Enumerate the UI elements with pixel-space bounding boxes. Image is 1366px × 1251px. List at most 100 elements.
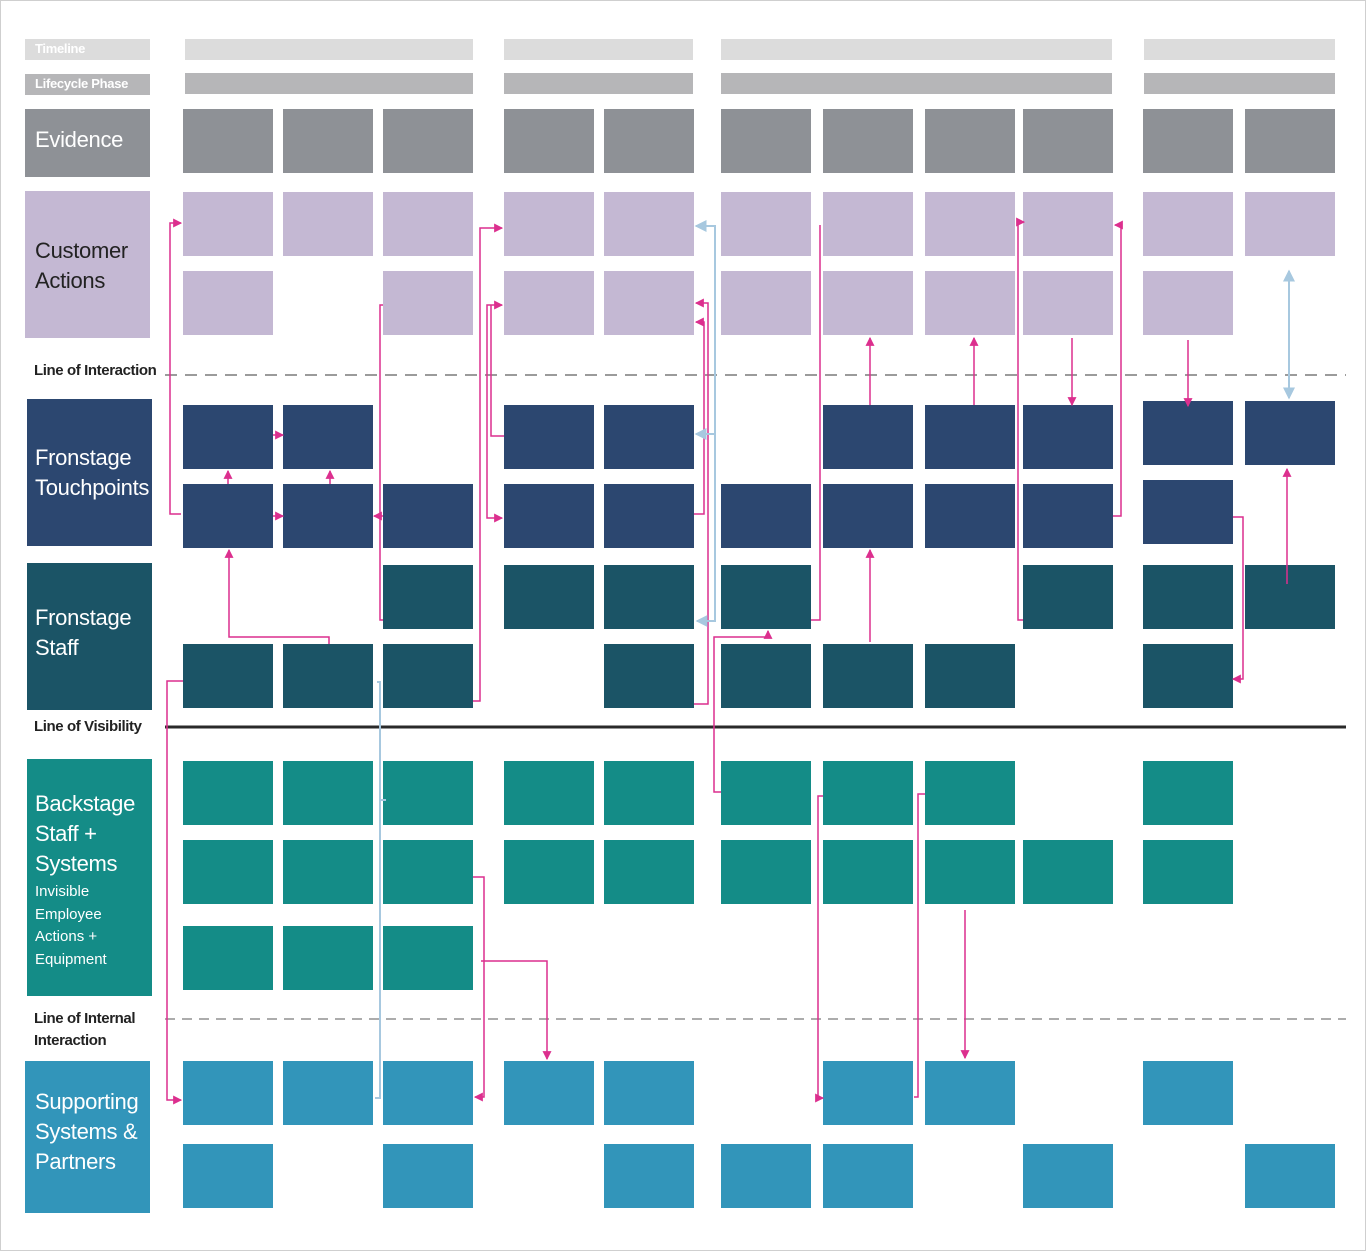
supporting-cell-r1-c10 bbox=[1143, 1061, 1233, 1125]
customer-cell-r1-c6 bbox=[721, 192, 811, 256]
backstage-cell-r1-c7 bbox=[823, 761, 913, 825]
connector-19 bbox=[815, 795, 825, 1103]
frontstage-staff-cell-r2-c10 bbox=[1143, 644, 1233, 708]
frontstage-staff-cell-r2-c8 bbox=[925, 644, 1015, 708]
connector-16 bbox=[694, 317, 705, 515]
connector-26 bbox=[1113, 220, 1123, 517]
backstage-cell-r1-c6 bbox=[721, 761, 811, 825]
customer-cell-r1-c4 bbox=[504, 192, 594, 256]
frontstage-staff-cell-r1-c4 bbox=[504, 565, 594, 629]
frontstage-staff-cell-r1-c5 bbox=[604, 565, 694, 629]
line-of-interaction-label: Line of Interaction bbox=[34, 362, 157, 379]
connector-10 bbox=[473, 223, 504, 702]
touchpoints-cell-r2-c2 bbox=[283, 484, 373, 548]
backstage-cell-r2-c5 bbox=[604, 840, 694, 904]
supporting-cell-r2-c3 bbox=[383, 1144, 473, 1208]
supporting-cell-r1-c3 bbox=[383, 1061, 473, 1125]
backstage-cell-r2-c6 bbox=[721, 840, 811, 904]
connector-8 bbox=[224, 548, 330, 644]
touchpoints-cell-r1-c9 bbox=[1023, 405, 1113, 469]
touchpoints-cell-r1-c7 bbox=[823, 405, 913, 469]
supporting-row-title: Supporting Systems & Partners bbox=[35, 1089, 139, 1174]
lifecycle-phase-1-bar bbox=[185, 73, 473, 94]
connector-12 bbox=[490, 305, 504, 437]
evidence-cell-r1-c6 bbox=[721, 109, 811, 173]
evidence-cell-r1-c9 bbox=[1023, 109, 1113, 173]
supporting-cell-r1-c2 bbox=[283, 1061, 373, 1125]
customer-cell-r2-c9 bbox=[1023, 271, 1113, 335]
touchpoints-cell-r1-c8 bbox=[925, 405, 1015, 469]
touchpoints-cell-r1-c1 bbox=[183, 405, 273, 469]
backstage-cell-r1-c8 bbox=[925, 761, 1015, 825]
supporting-cell-r2-c6 bbox=[721, 1144, 811, 1208]
separator-lines bbox=[165, 374, 1346, 1020]
backstage-cell-r3-c2 bbox=[283, 926, 373, 990]
lifecycle-phase-label-text: Lifecycle Phase bbox=[35, 76, 129, 91]
touchpoints-cell-r2-c5 bbox=[604, 484, 694, 548]
connector-1 bbox=[169, 218, 183, 515]
frontstage-touchpoints-row-title: Fronstage Touchpoints bbox=[35, 445, 150, 500]
backstage-row-label: Backstage Staff + Systems Invisible Empl… bbox=[27, 759, 152, 996]
frontstage-staff-cell-r2-c6 bbox=[721, 644, 811, 708]
backstage-cell-r1-c5 bbox=[604, 761, 694, 825]
customer-cell-r1-c8 bbox=[925, 192, 1015, 256]
touchpoints-cell-r1-c10 bbox=[1143, 401, 1233, 465]
frontstage-staff-cell-r1-c11 bbox=[1245, 565, 1335, 629]
evidence-cell-r1-c8 bbox=[925, 109, 1015, 173]
line-of-internal-interaction-label: Line of Internal Interaction bbox=[34, 1010, 136, 1049]
customer-cell-r2-c8 bbox=[925, 271, 1015, 335]
connector-18 bbox=[811, 225, 821, 621]
backstage-cell-r2-c2 bbox=[283, 840, 373, 904]
connector-11 bbox=[486, 300, 504, 523]
line-of-visibility-label: Line of Visibility bbox=[34, 718, 142, 735]
customer-cell-r1-c5 bbox=[604, 192, 694, 256]
supporting-cell-r2-c9 bbox=[1023, 1144, 1113, 1208]
touchpoints-cell-r1-c2 bbox=[283, 405, 373, 469]
backstage-cell-r2-c3 bbox=[383, 840, 473, 904]
supporting-cell-r2-c7 bbox=[823, 1144, 913, 1208]
connector-14 bbox=[481, 960, 552, 1061]
touchpoints-cell-r2-c3 bbox=[383, 484, 473, 548]
evidence-cell-r1-c7 bbox=[823, 109, 913, 173]
connector-6 bbox=[379, 304, 383, 621]
customer-cell-r2-c6 bbox=[721, 271, 811, 335]
frontstage-staff-cell-r1-c10 bbox=[1143, 565, 1233, 629]
evidence-row-title: Evidence bbox=[35, 127, 124, 152]
connector-9 bbox=[166, 680, 183, 1105]
connector-25 bbox=[1016, 217, 1026, 621]
customer-cell-r1-c2 bbox=[283, 192, 373, 256]
connectors bbox=[166, 217, 1295, 1105]
evidence-cell-r1-c2 bbox=[283, 109, 373, 173]
evidence-cell-r1-c5 bbox=[604, 109, 694, 173]
connector-15 bbox=[694, 298, 709, 705]
timeline-label: Timeline bbox=[25, 39, 150, 60]
touchpoints-cell-r2-c6 bbox=[721, 484, 811, 548]
backstage-cell-r3-c3 bbox=[383, 926, 473, 990]
timeline-label-text: Timeline bbox=[35, 41, 86, 56]
backstage-cell-r2-c4 bbox=[504, 840, 594, 904]
customer-actions-row-label: Customer Actions bbox=[25, 191, 150, 338]
frontstage-staff-cell-r2-c1 bbox=[183, 644, 273, 708]
evidence-cell-r1-c1 bbox=[183, 109, 273, 173]
timeline-phase-3-bar bbox=[721, 39, 1112, 60]
touchpoints-cell-r2-c8 bbox=[925, 484, 1015, 548]
touchpoints-cell-r2-c9 bbox=[1023, 484, 1113, 548]
touchpoints-cell-r2-c1 bbox=[183, 484, 273, 548]
connector-32 bbox=[375, 681, 381, 1099]
lifecycle-phase-4-bar bbox=[1144, 73, 1335, 94]
supporting-cell-r1-c7 bbox=[823, 1061, 913, 1125]
connector-29 bbox=[1231, 516, 1244, 684]
backstage-cell-r2-c1 bbox=[183, 840, 273, 904]
backstage-cell-r2-c9 bbox=[1023, 840, 1113, 904]
frontstage-touchpoints-row-label: Fronstage Touchpoints bbox=[27, 399, 152, 546]
customer-cell-r2-c4 bbox=[504, 271, 594, 335]
backstage-cell-r1-c1 bbox=[183, 761, 273, 825]
timeline-phase-2-bar bbox=[504, 39, 693, 60]
evidence-cell-r1-c4 bbox=[504, 109, 594, 173]
customer-cell-r2-c5 bbox=[604, 271, 694, 335]
supporting-cell-r2-c11 bbox=[1245, 1144, 1335, 1208]
backstage-cell-r1-c10 bbox=[1143, 761, 1233, 825]
evidence-row-label: Evidence bbox=[25, 109, 150, 177]
backstage-cell-r1-c4 bbox=[504, 761, 594, 825]
